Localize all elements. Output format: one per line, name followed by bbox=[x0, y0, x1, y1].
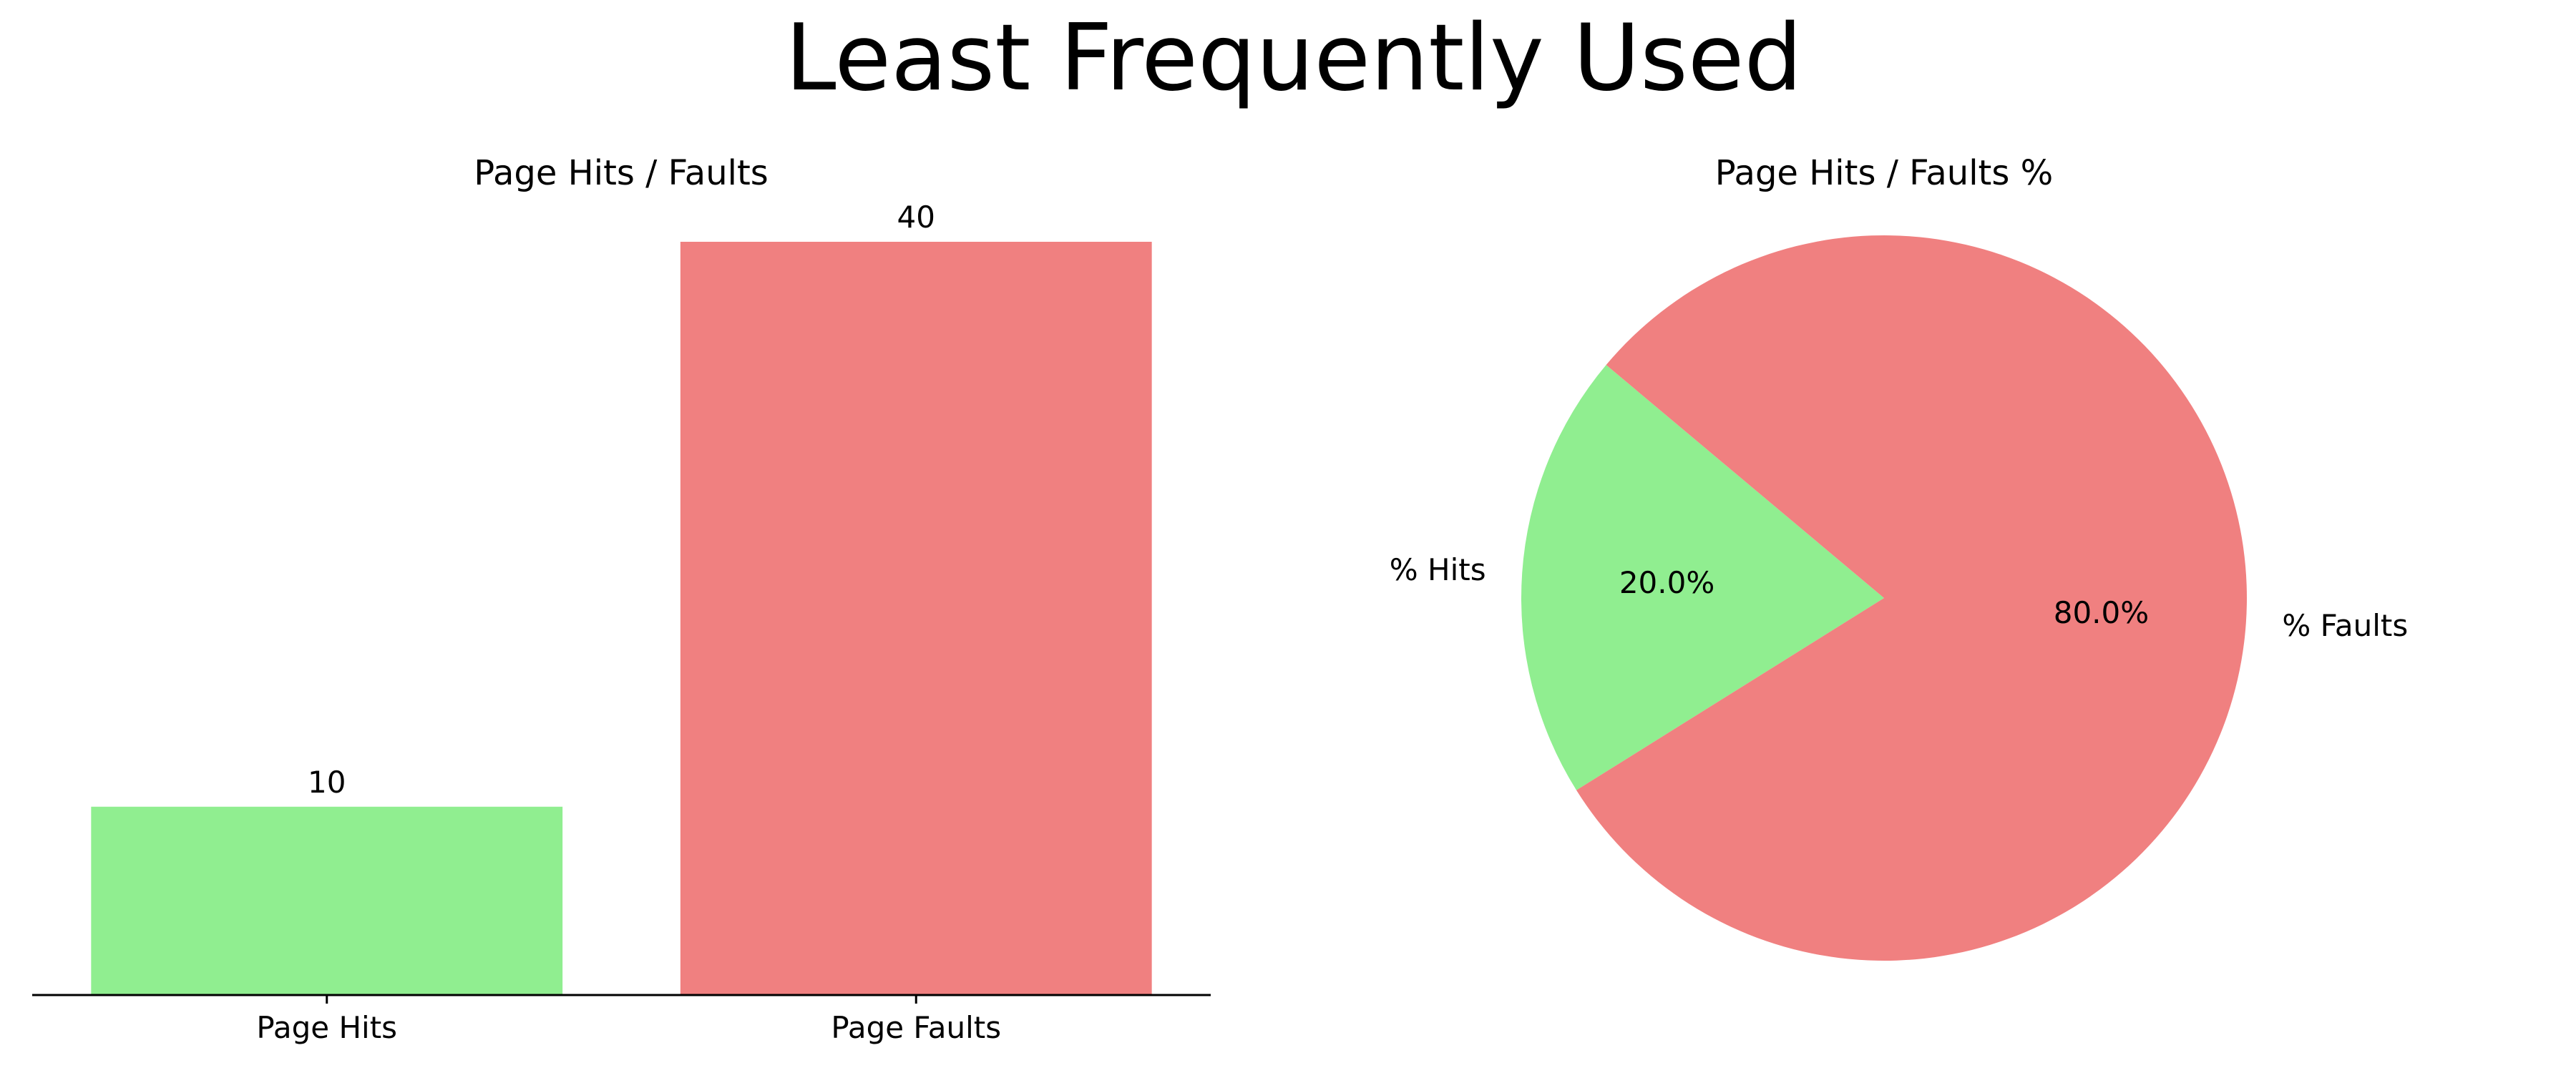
pie-pct-label-hits: 20.0% bbox=[1619, 565, 1714, 600]
pie-chart-title: Page Hits / Faults % bbox=[1715, 153, 2053, 193]
bar-value-label-page-hits: 10 bbox=[308, 765, 346, 800]
figure-title: Least Frequently Used bbox=[785, 5, 1802, 112]
bar-tick-label-page-faults: Page Faults bbox=[831, 1010, 1001, 1045]
bar-tick-label-page-hits: Page Hits bbox=[256, 1010, 397, 1045]
bar-chart-title: Page Hits / Faults bbox=[474, 153, 769, 193]
pie-chart: Page Hits / Faults % % Hits 20.0% % Faults… bbox=[1390, 153, 2408, 961]
pie-label-hits: % Hits bbox=[1390, 552, 1486, 587]
bar-page-hits bbox=[91, 806, 563, 995]
pie-slice-faults bbox=[1576, 235, 2247, 961]
pie-slice-hits bbox=[1521, 365, 1884, 790]
pie-label-faults: % Faults bbox=[2282, 608, 2408, 643]
bar-chart: Page Hits / Faults 10 40 Page Hits Page Fa… bbox=[32, 153, 1211, 1045]
bar-page-faults bbox=[680, 242, 1152, 995]
bar-marks: 10 40 bbox=[91, 200, 1152, 995]
bar-x-ticks: Page Hits Page Faults bbox=[256, 995, 1001, 1045]
bar-value-label-page-faults: 40 bbox=[897, 200, 935, 235]
pie-marks: % Hits 20.0% % Faults 80.0% bbox=[1390, 235, 2408, 961]
pie-pct-label-faults: 80.0% bbox=[2054, 595, 2149, 630]
